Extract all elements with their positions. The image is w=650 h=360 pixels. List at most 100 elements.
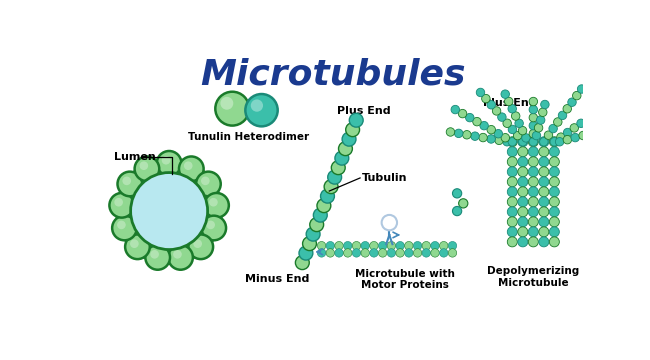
Circle shape	[317, 249, 326, 257]
Circle shape	[507, 217, 517, 227]
Circle shape	[529, 113, 538, 122]
Circle shape	[507, 237, 517, 247]
Circle shape	[539, 197, 549, 207]
Circle shape	[528, 197, 538, 207]
Circle shape	[540, 138, 548, 146]
Circle shape	[179, 157, 203, 181]
Circle shape	[313, 208, 327, 222]
Circle shape	[431, 242, 439, 250]
Circle shape	[140, 161, 148, 170]
Circle shape	[361, 249, 369, 257]
Circle shape	[487, 125, 495, 134]
Circle shape	[413, 242, 422, 250]
Circle shape	[317, 242, 326, 250]
Circle shape	[471, 132, 479, 140]
Circle shape	[324, 180, 338, 194]
Circle shape	[202, 216, 226, 240]
Circle shape	[507, 197, 517, 207]
Circle shape	[215, 92, 249, 126]
Circle shape	[306, 227, 320, 241]
Circle shape	[378, 249, 387, 257]
Circle shape	[495, 136, 503, 145]
Circle shape	[378, 242, 387, 250]
Text: Tunulin Heterodimer: Tunulin Heterodimer	[188, 132, 309, 142]
Circle shape	[448, 242, 457, 250]
Circle shape	[251, 99, 263, 112]
Circle shape	[206, 221, 215, 229]
Circle shape	[503, 138, 512, 146]
Text: Microtubules: Microtubules	[200, 57, 466, 91]
Circle shape	[117, 221, 125, 229]
Circle shape	[577, 119, 585, 127]
Circle shape	[518, 197, 528, 207]
Circle shape	[507, 137, 517, 147]
Circle shape	[595, 127, 603, 136]
Circle shape	[352, 249, 361, 257]
Circle shape	[507, 207, 517, 217]
Circle shape	[109, 193, 134, 218]
Circle shape	[528, 167, 538, 177]
Circle shape	[549, 157, 560, 167]
Circle shape	[245, 94, 278, 126]
Circle shape	[611, 123, 619, 131]
Circle shape	[396, 249, 404, 257]
Circle shape	[114, 198, 123, 207]
Circle shape	[343, 249, 352, 257]
Circle shape	[563, 104, 571, 113]
Circle shape	[162, 156, 170, 165]
Circle shape	[507, 227, 517, 237]
Circle shape	[473, 117, 481, 126]
Circle shape	[536, 116, 545, 124]
Text: Plus End: Plus End	[484, 98, 537, 108]
Circle shape	[549, 217, 560, 227]
Circle shape	[519, 138, 527, 146]
Circle shape	[528, 177, 538, 187]
Circle shape	[528, 157, 538, 167]
Circle shape	[587, 129, 595, 138]
Circle shape	[539, 137, 549, 147]
Circle shape	[115, 157, 223, 265]
Circle shape	[184, 161, 192, 170]
Circle shape	[422, 242, 430, 250]
Text: Tubulin: Tubulin	[361, 173, 407, 183]
Circle shape	[604, 100, 612, 109]
Circle shape	[539, 237, 549, 247]
Circle shape	[451, 105, 460, 114]
Circle shape	[498, 113, 506, 121]
Circle shape	[507, 157, 517, 167]
Circle shape	[518, 157, 528, 167]
Circle shape	[512, 112, 520, 120]
Circle shape	[603, 125, 611, 134]
Circle shape	[494, 130, 502, 138]
Circle shape	[320, 189, 334, 203]
Circle shape	[439, 249, 448, 257]
Circle shape	[173, 250, 182, 258]
Circle shape	[135, 157, 159, 181]
Circle shape	[528, 187, 538, 197]
Circle shape	[558, 111, 567, 120]
Circle shape	[448, 249, 457, 257]
Circle shape	[479, 133, 488, 142]
Circle shape	[539, 227, 549, 237]
Circle shape	[528, 237, 538, 247]
Circle shape	[303, 237, 317, 251]
Circle shape	[549, 124, 557, 133]
Circle shape	[534, 123, 543, 132]
Circle shape	[528, 227, 538, 237]
Circle shape	[507, 177, 517, 187]
Circle shape	[387, 249, 396, 257]
Circle shape	[317, 199, 331, 213]
Circle shape	[422, 249, 430, 257]
Circle shape	[529, 105, 538, 114]
Circle shape	[528, 217, 538, 227]
Circle shape	[573, 91, 581, 100]
Circle shape	[326, 249, 335, 257]
Circle shape	[528, 137, 538, 147]
Circle shape	[555, 138, 564, 146]
Circle shape	[518, 137, 528, 147]
Circle shape	[529, 138, 538, 146]
Text: Depolymerizing
Microtubule: Depolymerizing Microtubule	[488, 266, 579, 288]
Text: Microtubule with
Motor Proteins: Microtubule with Motor Proteins	[355, 269, 454, 291]
Circle shape	[439, 242, 448, 250]
Circle shape	[299, 246, 313, 260]
